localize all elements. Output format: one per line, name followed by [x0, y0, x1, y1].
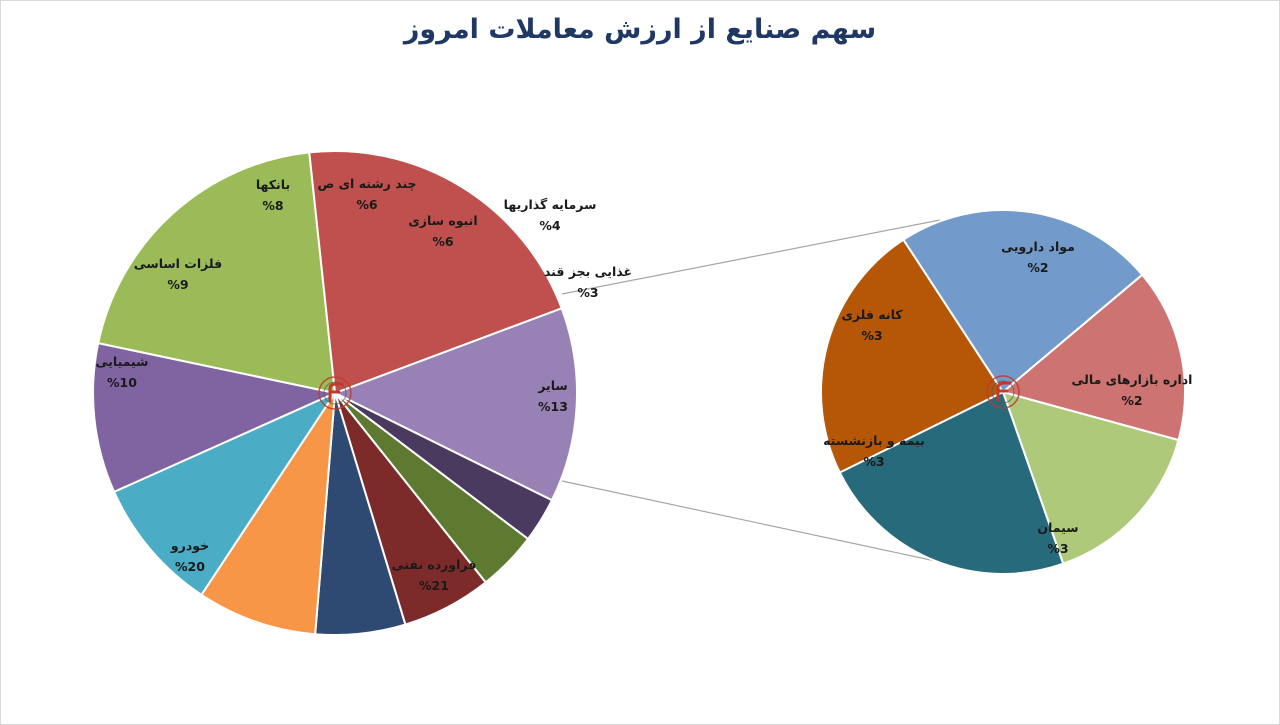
- slice-label: خودرو %20: [170, 538, 209, 574]
- pie-slice: [200, 392, 336, 636]
- slice-label-value: %8: [262, 198, 283, 213]
- slice-label: شیمیایی %10: [96, 354, 149, 390]
- slice-label-name: اداره بازارهای مالی: [1072, 372, 1193, 387]
- slice-label-value: %4: [539, 218, 561, 233]
- slice-label-name: سایر: [537, 378, 567, 393]
- slice-label: کانه فلزی %3: [841, 307, 903, 343]
- slice-label-name: مواد دارویی: [1001, 239, 1075, 254]
- slice-label: غذایی بجز قند %3: [544, 264, 632, 300]
- pie-slice: [838, 390, 1065, 575]
- slice-label-name: خودرو: [170, 538, 209, 553]
- slice-label-value: %13: [538, 399, 568, 414]
- slice-label: سرمایه گذاریها %4: [504, 197, 597, 233]
- slice-label: سایر %13: [537, 378, 568, 414]
- slice-label-value: %6: [356, 197, 378, 212]
- pie-slice: [1001, 390, 1180, 566]
- slice-label-value: %3: [861, 328, 882, 343]
- slice-label-value: %2: [1027, 260, 1048, 275]
- slice-label-value: %3: [863, 454, 884, 469]
- slice-label: چند رشته ای ص %6: [317, 176, 416, 212]
- pie-slice: [332, 306, 578, 502]
- slice-label-name: انبوه سازی: [408, 213, 477, 228]
- pie-slice: [112, 390, 338, 597]
- slice-label-value: %6: [432, 234, 454, 249]
- pie-slice: [820, 238, 1005, 474]
- slice-label-name: فراورده نفتی: [392, 557, 477, 572]
- slice-label-value: %3: [577, 285, 598, 300]
- slice-label-name: غذایی بجز قند: [544, 264, 632, 279]
- chart-title: سهم صنایع از ارزش معاملات امروز: [403, 14, 877, 45]
- main-pie: [92, 150, 578, 636]
- slice-label-name: بیمه و بازنشسته: [823, 433, 925, 448]
- watermark-logo-icon: [986, 375, 1020, 409]
- slice-label-value: %9: [167, 277, 188, 292]
- slice-label-name: سیمان: [1037, 520, 1078, 535]
- secondary-pie: [820, 209, 1186, 575]
- pie-slice: [1000, 273, 1186, 442]
- pie-slice: [902, 209, 1144, 394]
- slice-label: انبوه سازی %6: [408, 213, 477, 249]
- slice-label: فلزات اساسی %9: [134, 256, 222, 292]
- slice-label: فراورده نفتی %21: [392, 557, 477, 593]
- slice-label: سیمان %3: [1037, 520, 1078, 556]
- connector-line-bottom: [561, 480, 941, 563]
- slice-label-name: فلزات اساسی: [134, 256, 222, 271]
- connector-lines: [561, 219, 941, 563]
- watermark-logo-icon: [318, 376, 352, 410]
- slice-label-value: %20: [175, 559, 205, 574]
- pie-slice: [97, 151, 337, 395]
- pie-slice: [308, 150, 563, 395]
- slice-label: اداره بازارهای مالی %2: [1072, 372, 1193, 408]
- slice-label-name: کانه فلزی: [841, 307, 903, 322]
- slice-label: بانکها %8: [256, 177, 290, 213]
- slice-label-value: %2: [1121, 393, 1142, 408]
- slice-label-value: %21: [419, 578, 449, 593]
- slice-label: بیمه و بازنشسته %3: [823, 433, 925, 469]
- slice-label-name: شیمیایی: [96, 354, 149, 369]
- slice-label-name: سرمایه گذاریها: [504, 197, 597, 212]
- connector-line-top: [561, 219, 941, 295]
- slice-label-name: بانکها: [256, 177, 290, 192]
- slice-label-value: %3: [1047, 541, 1068, 556]
- slice-label: مواد دارویی %2: [1001, 239, 1075, 275]
- slice-label-name: چند رشته ای ص: [317, 176, 416, 191]
- slice-label-value: %10: [107, 375, 137, 390]
